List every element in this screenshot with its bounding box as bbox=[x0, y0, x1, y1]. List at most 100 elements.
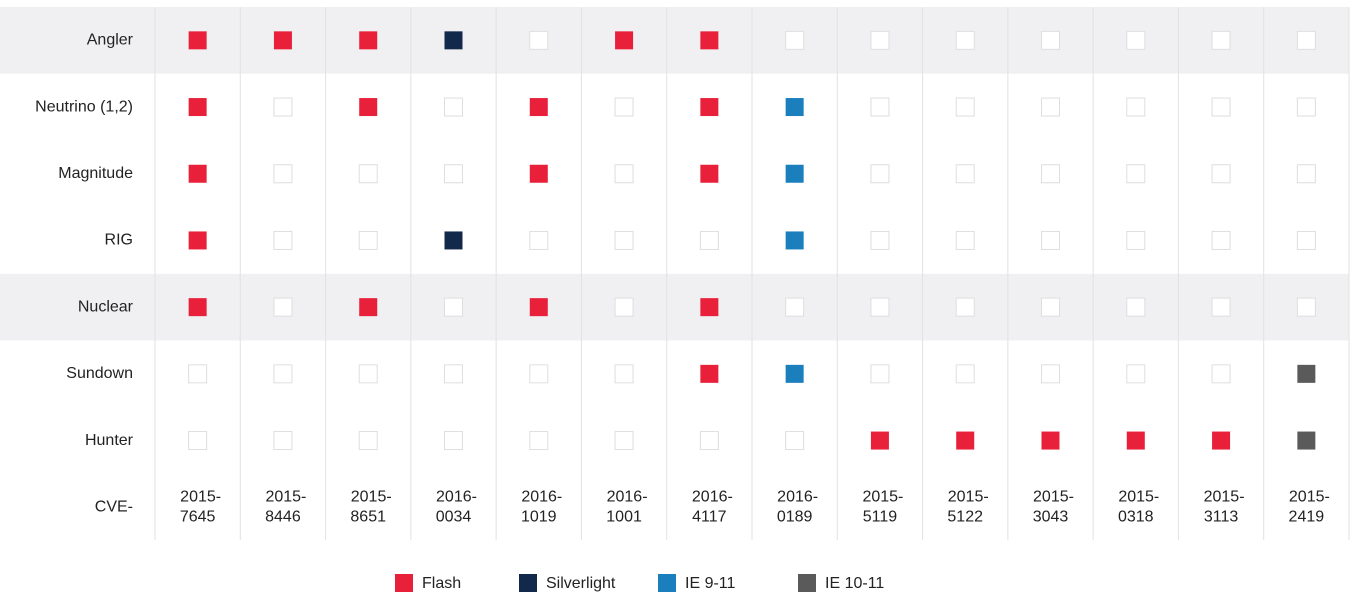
empty-cell bbox=[1211, 364, 1231, 384]
cell-marker bbox=[1297, 431, 1316, 450]
cell-marker bbox=[1297, 364, 1316, 383]
column-year: 2015- bbox=[265, 488, 306, 505]
cell-marker bbox=[700, 364, 719, 383]
empty-cell bbox=[870, 30, 890, 50]
empty-cell bbox=[444, 164, 463, 184]
cell-marker bbox=[1041, 431, 1060, 450]
empty-cell bbox=[1126, 30, 1146, 50]
column-year: 2016- bbox=[521, 488, 562, 505]
empty-cell bbox=[1126, 97, 1146, 117]
cell-marker bbox=[785, 364, 804, 383]
legend-swatch bbox=[798, 574, 816, 592]
empty-cell bbox=[273, 431, 293, 451]
row-label: Hunter bbox=[85, 432, 134, 449]
empty-cell bbox=[1211, 230, 1231, 250]
empty-cell bbox=[1211, 164, 1231, 184]
empty-cell bbox=[699, 230, 719, 250]
cell-marker bbox=[700, 298, 719, 317]
cell-marker bbox=[529, 298, 548, 317]
cell-marker bbox=[188, 164, 207, 183]
column-year: 2015- bbox=[351, 488, 392, 505]
empty-cell bbox=[1041, 364, 1060, 384]
column-year: 2016- bbox=[692, 488, 733, 505]
column-id: 0189 bbox=[777, 508, 813, 525]
empty-cell bbox=[955, 97, 975, 117]
empty-cell bbox=[614, 297, 634, 317]
empty-cell bbox=[1126, 164, 1146, 184]
row-header: CVE- bbox=[95, 498, 133, 515]
cell-marker bbox=[700, 164, 719, 183]
empty-cell bbox=[614, 431, 634, 451]
legend-label: IE 9-11 bbox=[685, 575, 736, 592]
cell-marker bbox=[188, 98, 207, 117]
empty-cell bbox=[955, 297, 975, 317]
empty-cell bbox=[870, 230, 890, 250]
empty-cell bbox=[1126, 297, 1146, 317]
empty-cell bbox=[785, 431, 805, 451]
cell-marker bbox=[700, 31, 719, 50]
column-id: 3113 bbox=[1204, 508, 1239, 525]
cell-marker bbox=[956, 431, 975, 450]
empty-cell bbox=[955, 364, 975, 384]
cell-marker bbox=[188, 31, 207, 50]
column-year: 2016- bbox=[436, 488, 477, 505]
empty-cell bbox=[785, 297, 805, 317]
empty-cell bbox=[699, 431, 719, 451]
column-year: 2016- bbox=[777, 488, 818, 505]
cell-marker bbox=[870, 431, 889, 450]
empty-cell bbox=[188, 431, 208, 451]
column-year: 2015- bbox=[180, 488, 221, 505]
cell-marker bbox=[444, 31, 463, 50]
cell-marker bbox=[785, 164, 804, 183]
empty-cell bbox=[1041, 30, 1060, 50]
empty-cell bbox=[785, 30, 805, 50]
empty-cell bbox=[614, 230, 634, 250]
column-id: 8446 bbox=[265, 508, 301, 525]
row-band bbox=[0, 273, 1349, 341]
empty-cell bbox=[1296, 297, 1316, 317]
empty-cell bbox=[1041, 97, 1060, 117]
empty-cell bbox=[273, 364, 293, 384]
column-year: 2015- bbox=[1033, 488, 1074, 505]
empty-cell bbox=[529, 30, 549, 50]
empty-cell bbox=[1041, 164, 1060, 184]
column-id: 8651 bbox=[350, 508, 386, 525]
cell-marker bbox=[188, 298, 207, 317]
column-id: 4117 bbox=[692, 508, 727, 525]
cell-marker bbox=[785, 98, 804, 117]
cell-marker bbox=[444, 231, 463, 250]
cell-marker bbox=[1126, 431, 1145, 450]
cell-marker bbox=[700, 98, 719, 117]
legend-label: Silverlight bbox=[546, 575, 616, 592]
cell-marker bbox=[359, 298, 378, 317]
cell-marker bbox=[785, 231, 804, 250]
empty-cell bbox=[444, 297, 463, 317]
empty-cell bbox=[614, 364, 634, 384]
empty-cell bbox=[358, 431, 378, 451]
row-label: Neutrino (1,2) bbox=[35, 98, 133, 115]
empty-cell bbox=[1211, 97, 1231, 117]
empty-cell bbox=[529, 364, 549, 384]
empty-cell bbox=[955, 230, 975, 250]
empty-cell bbox=[1296, 230, 1316, 250]
empty-cell bbox=[870, 364, 890, 384]
empty-cell bbox=[870, 97, 890, 117]
empty-cell bbox=[444, 431, 463, 451]
empty-cell bbox=[273, 97, 293, 117]
empty-cell bbox=[1041, 230, 1060, 250]
column-year: 2015- bbox=[1204, 488, 1245, 505]
column-year: 2015- bbox=[1118, 488, 1159, 505]
empty-cell bbox=[273, 297, 293, 317]
column-id: 7645 bbox=[180, 508, 216, 525]
column-id: 1001 bbox=[606, 508, 642, 525]
empty-cell bbox=[955, 30, 975, 50]
column-id: 2419 bbox=[1289, 508, 1325, 525]
empty-cell bbox=[955, 164, 975, 184]
column-year: 2015- bbox=[862, 488, 903, 505]
cell-marker bbox=[359, 31, 378, 50]
empty-cell bbox=[1296, 30, 1316, 50]
empty-cell bbox=[1296, 97, 1316, 117]
column-id: 1019 bbox=[521, 508, 557, 525]
empty-cell bbox=[1126, 230, 1146, 250]
